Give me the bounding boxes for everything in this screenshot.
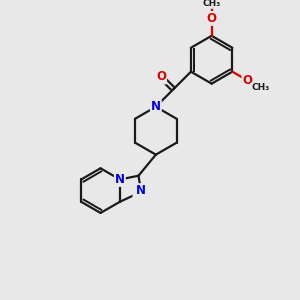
Text: CH₃: CH₃ bbox=[251, 83, 269, 92]
Text: O: O bbox=[156, 70, 166, 83]
Text: O: O bbox=[207, 12, 217, 25]
Text: CH₃: CH₃ bbox=[202, 0, 221, 8]
Text: O: O bbox=[242, 74, 252, 87]
Text: N: N bbox=[136, 184, 146, 197]
Text: N: N bbox=[151, 100, 161, 113]
Text: N: N bbox=[115, 173, 125, 186]
Text: N: N bbox=[134, 187, 143, 200]
